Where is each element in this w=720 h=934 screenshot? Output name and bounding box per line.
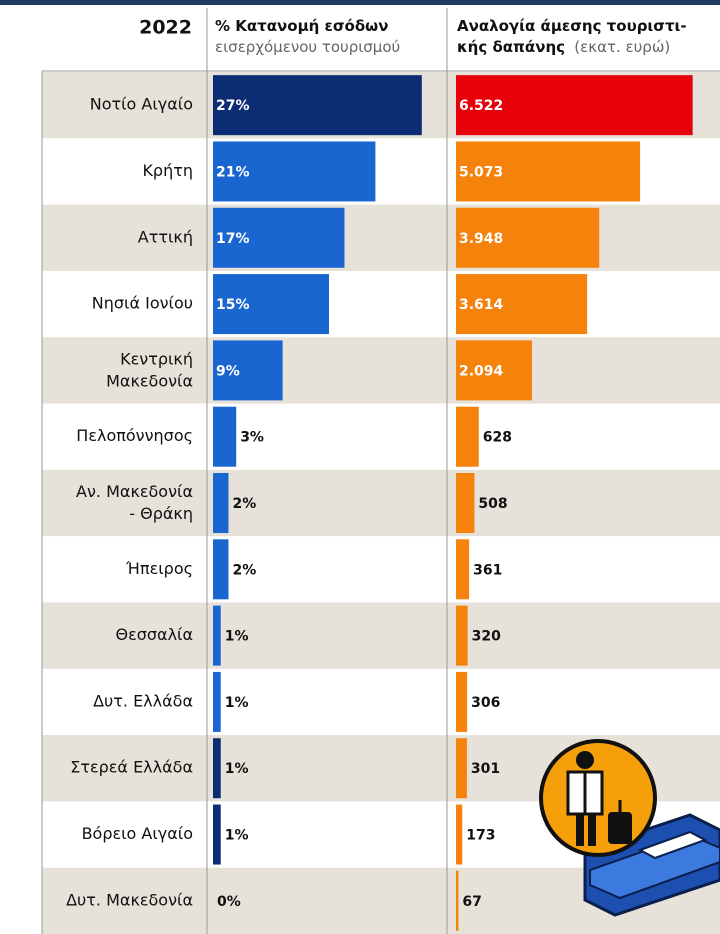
row-band — [42, 204, 720, 271]
bar — [456, 804, 463, 865]
value-label: 5.073 — [459, 164, 503, 180]
category-label: Πελοπόννησος — [76, 426, 193, 445]
traveler-icon — [539, 739, 720, 917]
bar — [213, 671, 221, 732]
bar — [456, 141, 641, 202]
category-label: Στερεά Ελλάδα — [70, 758, 193, 777]
bar — [213, 75, 422, 136]
value-label: 301 — [471, 761, 500, 777]
category-label: Ήπειρος — [125, 559, 193, 578]
value-label: 1% — [225, 695, 249, 711]
bar — [213, 804, 221, 865]
category-label: Δυτ. Ελλάδα — [93, 691, 193, 710]
value-label: 27% — [216, 98, 250, 114]
row-band — [42, 337, 720, 404]
bar — [456, 870, 459, 931]
bar — [456, 274, 588, 335]
category-label: Βόρειο Αιγαίο — [82, 824, 193, 843]
value-label: 0% — [217, 894, 241, 910]
category-label: Δυτ. Μακεδονία — [66, 890, 193, 909]
value-label: 1% — [225, 629, 249, 645]
top-band — [0, 0, 720, 5]
value-label: 3% — [240, 430, 264, 446]
category-label: Θεσσαλία — [116, 625, 194, 644]
bar — [213, 738, 221, 799]
series-unit: (εκατ. ευρώ) — [574, 38, 671, 56]
value-label: 17% — [216, 231, 250, 247]
bar — [213, 207, 345, 268]
value-label: 320 — [472, 629, 501, 645]
value-label: 2% — [232, 496, 256, 512]
value-label: 628 — [483, 430, 512, 446]
value-label: 21% — [216, 164, 250, 180]
bar — [456, 340, 532, 401]
bar — [456, 539, 470, 600]
bar — [213, 539, 229, 600]
category-label: Κεντρική Μακεδονία — [106, 349, 193, 390]
value-label: 67 — [462, 894, 481, 910]
series-subtitle: εισερχόμενου τουρισμού — [215, 38, 401, 56]
value-label: 173 — [466, 828, 495, 844]
row-band — [42, 469, 720, 537]
bar — [213, 605, 221, 666]
bar — [456, 671, 468, 732]
category-label: Νοτίο Αιγαίο — [90, 95, 193, 114]
bar — [213, 141, 376, 202]
value-label: 9% — [216, 363, 240, 379]
value-label: 2% — [232, 562, 256, 578]
value-label: 508 — [478, 496, 507, 512]
series-name: % Κατανομή εσόδων — [215, 17, 389, 35]
bar — [213, 274, 329, 335]
value-label: 3.948 — [459, 231, 503, 247]
category-label: Αττική — [138, 227, 193, 246]
value-label: 6.522 — [459, 98, 503, 114]
category-label: Νησιά Ιονίου — [92, 294, 193, 313]
bar — [456, 738, 467, 799]
value-label: 3.614 — [459, 297, 504, 313]
category-label: Αν. Μακεδονία - Θράκη — [76, 482, 193, 523]
bar — [213, 340, 283, 401]
series-header: % Κατανομή εσόδων εισερχόμενου τουρισμού — [215, 16, 445, 58]
bar — [456, 605, 468, 666]
bar — [456, 75, 693, 136]
series-header: Αναλογία άμεσης τουριστι- κής δαπάνης (ε… — [457, 16, 707, 58]
value-label: 306 — [471, 695, 500, 711]
bar — [213, 406, 237, 467]
value-label: 15% — [216, 297, 250, 313]
value-label: 2.094 — [459, 363, 504, 379]
bar — [456, 406, 479, 467]
value-label: 1% — [225, 828, 249, 844]
bar — [213, 473, 229, 533]
category-label: Κρήτη — [142, 161, 193, 180]
chart-title: 2022 — [139, 17, 192, 39]
bar — [456, 473, 475, 533]
bar — [456, 207, 600, 268]
series-name: Αναλογία άμεσης τουριστι- κής δαπάνης — [457, 17, 687, 56]
value-label: 361 — [473, 562, 502, 578]
value-label: 1% — [225, 761, 249, 777]
row-band — [42, 602, 720, 669]
